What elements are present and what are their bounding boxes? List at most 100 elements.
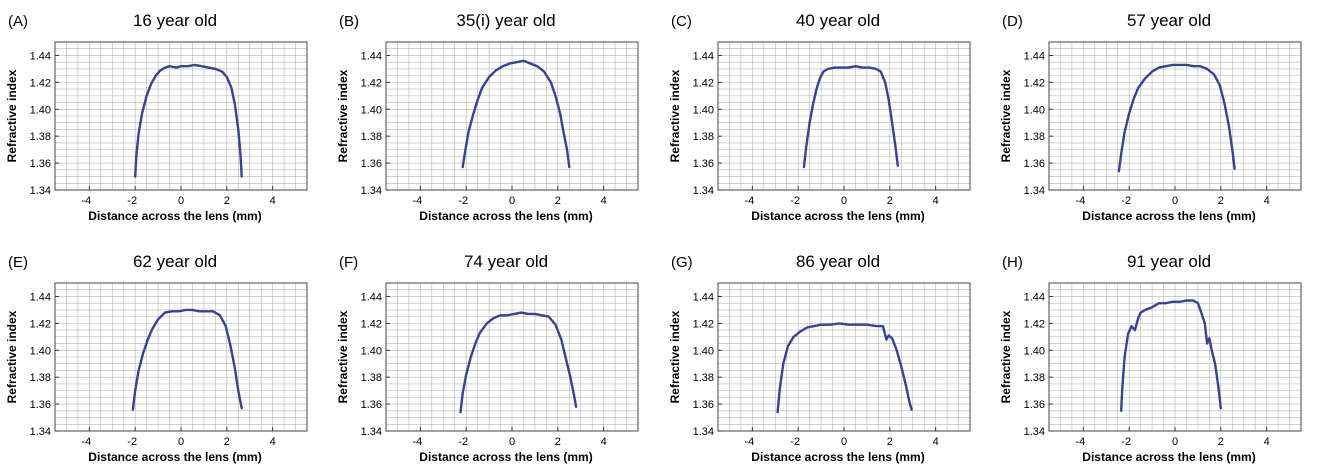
x-tick-label: 4 xyxy=(270,195,276,207)
y-axis-label: Refractive index xyxy=(5,310,19,403)
y-tick-label: 1.34 xyxy=(1024,185,1045,197)
chart-panel-g: (G) 86 year old -4 -2 0 2 4 1.34 1.36 1.38 1.40 1.4… xyxy=(668,252,971,464)
y-tick-label: 1.42 xyxy=(30,318,51,330)
x-tick-label: -2 xyxy=(1121,195,1131,207)
x-tick-label: 0 xyxy=(509,195,515,207)
chart-title: 62 year old xyxy=(133,252,217,271)
x-tick-label: 4 xyxy=(601,436,607,448)
y-tick-label: 1.40 xyxy=(1024,345,1045,357)
x-tick-label: 0 xyxy=(509,436,515,448)
x-tick-label: 0 xyxy=(841,436,847,448)
y-tick-label: 1.40 xyxy=(693,345,714,357)
x-tick-label: -4 xyxy=(81,436,91,448)
y-tick-label: 1.34 xyxy=(693,185,714,197)
x-tick-label: -4 xyxy=(744,195,754,207)
y-tick-label: 1.44 xyxy=(693,291,714,303)
y-tick-label: 1.44 xyxy=(30,50,51,62)
y-tick-label: 1.36 xyxy=(1024,399,1045,411)
chart-panel-b: (B) 35(i) year old -4 -2 0 2 4 1.34 1.36 1.38 1.40… xyxy=(336,11,639,223)
y-tick-label: 1.44 xyxy=(30,291,51,303)
x-tick-label: 4 xyxy=(1264,195,1270,207)
y-tick-label: 1.44 xyxy=(361,50,382,62)
panel-label: (D) xyxy=(1002,13,1023,30)
x-tick-label: 2 xyxy=(224,195,230,207)
y-tick-label: 1.36 xyxy=(693,158,714,170)
chart-title: 91 year old xyxy=(1127,252,1211,271)
x-tick-label: 0 xyxy=(841,195,847,207)
x-tick-label: 0 xyxy=(1172,195,1178,207)
y-tick-label: 1.44 xyxy=(1024,291,1045,303)
panel-label: (A) xyxy=(8,13,28,30)
y-tick-label: 1.42 xyxy=(361,77,382,89)
x-tick-label: -4 xyxy=(81,195,91,207)
x-tick-label: 0 xyxy=(178,195,184,207)
chart-title: 16 year old xyxy=(133,11,217,30)
y-tick-label: 1.36 xyxy=(30,158,51,170)
chart-panel-f: (F) 74 year old -4 -2 0 2 4 1.34 1.36 1.38 1.40 1.4… xyxy=(336,252,639,464)
panel-label: (H) xyxy=(1002,254,1023,271)
x-axis-label: Distance across the lens (mm) xyxy=(419,209,592,223)
data-line xyxy=(461,59,571,169)
y-tick-label: 1.34 xyxy=(30,426,51,438)
y-axis-label: Refractive index xyxy=(999,310,1013,403)
x-axis-label: Distance across the lens (mm) xyxy=(751,450,924,464)
panel-label: (C) xyxy=(671,13,692,30)
x-tick-label: -2 xyxy=(127,436,137,448)
y-tick-label: 1.40 xyxy=(30,345,51,357)
y-tick-label: 1.34 xyxy=(30,185,51,197)
x-tick-label: 4 xyxy=(933,195,939,207)
x-axis-label: Distance across the lens (mm) xyxy=(88,209,261,223)
y-tick-label: 1.42 xyxy=(361,318,382,330)
y-tick-label: 1.42 xyxy=(30,77,51,89)
data-line xyxy=(133,63,243,178)
y-tick-label: 1.40 xyxy=(361,104,382,116)
y-tick-label: 1.38 xyxy=(1024,131,1045,143)
chart-title: 74 year old xyxy=(464,252,548,271)
x-tick-label: 2 xyxy=(555,195,561,207)
x-tick-label: 4 xyxy=(270,436,276,448)
y-tick-label: 1.36 xyxy=(361,158,382,170)
y-tick-label: 1.38 xyxy=(693,372,714,384)
y-tick-label: 1.38 xyxy=(693,131,714,143)
chart-panel-c: (C) 40 year old -4 -2 0 2 4 1.34 1.36 1.38 1.40 1.4… xyxy=(668,11,971,223)
x-axis-label: Distance across the lens (mm) xyxy=(88,450,261,464)
y-tick-label: 1.42 xyxy=(693,77,714,89)
y-axis-label: Refractive index xyxy=(5,69,19,162)
y-axis-label: Refractive index xyxy=(999,69,1013,162)
x-tick-label: -4 xyxy=(1075,195,1085,207)
data-line xyxy=(1117,63,1236,173)
y-tick-label: 1.34 xyxy=(361,426,382,438)
data-line xyxy=(776,322,913,414)
chart-title: 86 year old xyxy=(796,252,880,271)
y-tick-label: 1.44 xyxy=(693,50,714,62)
y-tick-label: 1.40 xyxy=(361,345,382,357)
y-tick-label: 1.38 xyxy=(361,372,382,384)
x-tick-label: -2 xyxy=(790,436,800,448)
y-tick-label: 1.34 xyxy=(361,185,382,197)
panel-label: (B) xyxy=(339,13,359,30)
y-tick-label: 1.38 xyxy=(30,372,51,384)
chart-panel-a: (A) 16 year old -4 -2 0 2 4 1.34 1.36 1.38 1.40 1.4… xyxy=(5,11,308,223)
x-tick-label: -2 xyxy=(127,195,137,207)
chart-title: 35(i) year old xyxy=(456,11,555,30)
y-tick-label: 1.44 xyxy=(361,291,382,303)
y-tick-label: 1.42 xyxy=(1024,77,1045,89)
x-tick-label: -4 xyxy=(412,436,422,448)
x-tick-label: -2 xyxy=(790,195,800,207)
y-axis-label: Refractive index xyxy=(668,310,682,403)
x-tick-label: 2 xyxy=(887,195,893,207)
x-tick-label: 2 xyxy=(887,436,893,448)
x-tick-label: 2 xyxy=(555,436,561,448)
data-line xyxy=(1119,299,1223,412)
x-tick-label: 4 xyxy=(1264,436,1270,448)
data-line xyxy=(131,308,243,411)
x-axis-label: Distance across the lens (mm) xyxy=(1082,450,1255,464)
panel-label: (G) xyxy=(671,254,693,271)
y-axis-label: Refractive index xyxy=(336,310,350,403)
y-tick-label: 1.36 xyxy=(30,399,51,411)
y-tick-label: 1.42 xyxy=(693,318,714,330)
chart-title: 57 year old xyxy=(1127,11,1211,30)
y-tick-label: 1.40 xyxy=(693,104,714,116)
x-tick-label: 4 xyxy=(601,195,607,207)
